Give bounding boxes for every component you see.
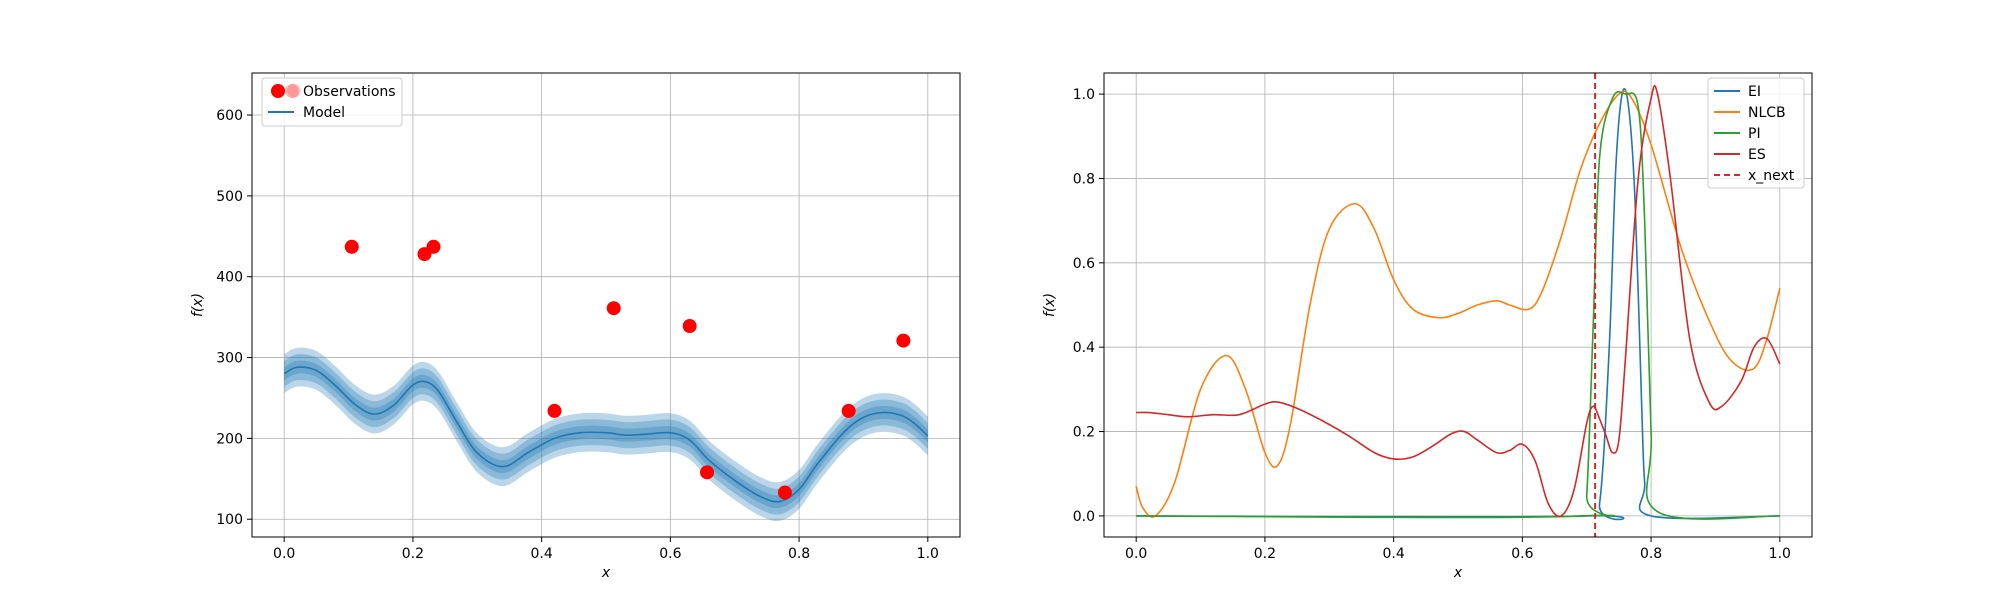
acquisition-series	[1135, 85, 1781, 521]
acquisition-x-axis-label: x	[1453, 565, 1463, 581]
confidence-band	[284, 354, 928, 515]
y-tick-label: 0.4	[1073, 340, 1095, 356]
x-tick-label: 1.0	[1769, 546, 1791, 562]
y-tick-label: 1.0	[1073, 87, 1095, 103]
model-legend: Observations Model	[261, 77, 403, 127]
y-tick-label: 0.0	[1073, 509, 1095, 525]
model-legend-box	[261, 77, 403, 127]
model-confidence-bands	[284, 347, 928, 522]
x-tick-label: 0.4	[1383, 546, 1405, 562]
legend-observations-label: Observations	[303, 84, 396, 100]
y-tick-label: 300	[216, 351, 243, 367]
observation-point	[547, 403, 562, 418]
acquisition-x-ticks: 0.0 0.2 0.4 0.6 0.8 1.0	[1125, 537, 1791, 562]
series-nlcb-line	[1135, 90, 1781, 518]
y-tick-label: 100	[216, 512, 243, 528]
y-tick-label: 0.2	[1073, 425, 1095, 441]
acquisition-axes-frame	[1103, 72, 1813, 538]
confidence-band	[284, 347, 928, 522]
legend-observation-marker-ghost	[285, 84, 299, 98]
y-tick-label: 200	[216, 431, 243, 447]
series-es-line	[1136, 85, 1781, 518]
observation-point	[606, 301, 621, 316]
y-tick-label: 500	[216, 189, 243, 205]
observation-point	[344, 239, 359, 254]
y-tick-label: 0.8	[1073, 171, 1095, 187]
y-tick-label: 600	[216, 108, 243, 124]
x-tick-label: 0.2	[1254, 546, 1276, 562]
observation-point	[700, 465, 715, 480]
y-tick-label: 400	[216, 270, 243, 286]
acquisition-y-axis-label: f(x)	[1042, 293, 1058, 317]
legend-es-label: ES	[1748, 147, 1766, 163]
legend-observation-marker	[271, 84, 285, 98]
model-y-axis-label: f(x)	[190, 293, 206, 317]
model-y-ticks: 100 200 300 400 500 600	[216, 108, 252, 528]
x-tick-label: 1.0	[917, 546, 939, 562]
observation-point	[841, 403, 856, 418]
acquisition-legend: EI NLCB PI ES x_next	[1707, 77, 1805, 189]
model-mean-line	[283, 366, 929, 503]
legend-x-next-label: x_next	[1748, 168, 1795, 184]
acquisition-panel: 0.0 0.2 0.4 0.6 0.8 1.0 0.00.20.40.60.81.0 x …	[1042, 72, 1813, 581]
x-tick-label: 0.6	[1511, 546, 1533, 562]
model-x-ticks: 0.0 0.2 0.4 0.6 0.8 1.0	[273, 537, 939, 562]
acquisition-legend-box	[1707, 77, 1805, 189]
y-tick-label: 0.6	[1073, 256, 1095, 272]
acquisition-y-ticks: 0.0 0.2 0.4 0.6 0.8 1.0	[1073, 87, 1104, 525]
legend-ei-label: EI	[1748, 84, 1761, 100]
x-tick-label: 0.6	[659, 546, 681, 562]
x-tick-label: 0.4	[531, 546, 553, 562]
model-x-axis-label: x	[601, 565, 611, 581]
legend-pi-label: PI	[1748, 126, 1761, 142]
legend-model-label: Model	[303, 105, 345, 121]
x-tick-label: 0.2	[402, 546, 424, 562]
x-tick-label: 0.8	[788, 546, 810, 562]
observation-point	[426, 239, 441, 254]
model-grid	[252, 73, 960, 537]
confidence-band	[284, 360, 928, 509]
x-tick-label: 0.8	[1640, 546, 1662, 562]
legend-nlcb-label: NLCB	[1748, 105, 1786, 121]
observation-point	[682, 319, 697, 334]
observation-point	[896, 333, 911, 348]
x-tick-label: 0.0	[1125, 546, 1147, 562]
model-axes-frame	[251, 72, 961, 538]
x-tick-label: 0.0	[273, 546, 295, 562]
observation-point	[777, 485, 792, 500]
